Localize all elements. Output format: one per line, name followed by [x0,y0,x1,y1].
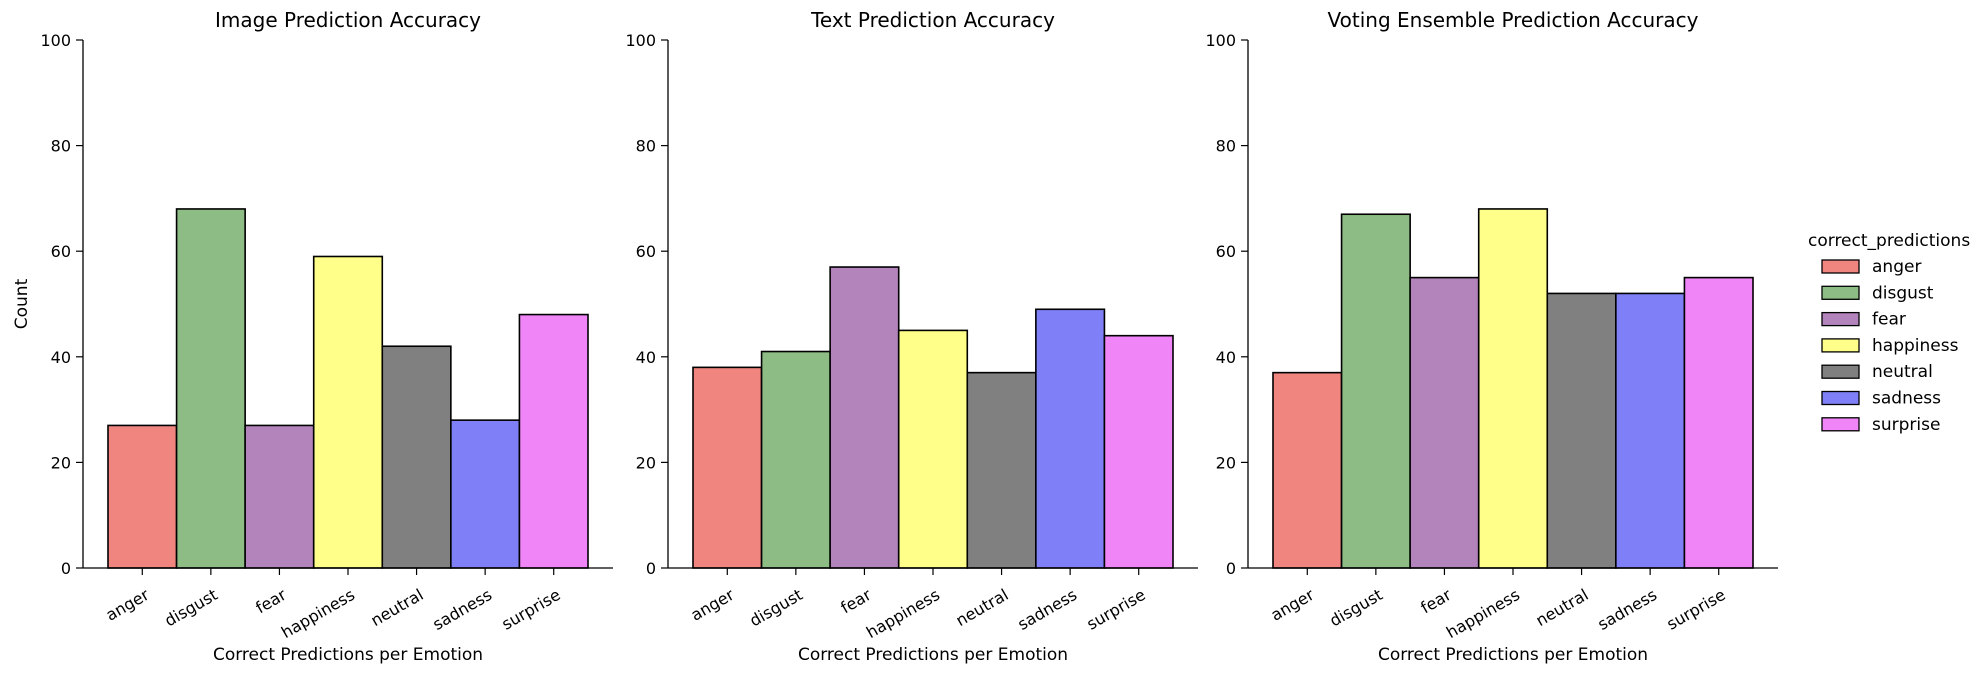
y-tick-label: 20 [51,453,71,472]
x-tick-label-disgust: disgust [161,585,221,630]
bar-surprise [1103,334,1174,569]
bar-happiness [1477,208,1549,569]
bar-surprise [1683,276,1754,569]
x-tick-label-fear: fear [252,585,289,618]
y-tick-label: 0 [61,559,71,578]
y-tick-label: 60 [51,242,71,261]
y-tick-label: 80 [51,137,71,156]
y-tick-label: 100 [1205,31,1236,50]
y-tick-label: 80 [636,137,656,156]
bar-happiness [312,255,384,569]
x-tick-label-neutral: neutral [1533,585,1592,630]
bar-fear [244,424,315,569]
y-tick-label: 80 [1216,137,1236,156]
chart-title: Voting Ensemble Prediction Accuracy [1328,8,1699,32]
x-axis-label: Correct Predictions per Emotion [1378,645,1648,665]
x-tick-label-sadness: sadness [1594,585,1660,634]
legend-label-fear: fear [1872,310,1906,330]
bar-neutral [381,345,452,569]
bar-neutral [966,371,1037,569]
legend-label-sadness: sadness [1872,389,1941,409]
bar-fear [829,266,900,569]
bar-happiness [897,329,969,569]
x-tick-label-surprise: surprise [498,585,563,634]
x-axis-label: Correct Predictions per Emotion [798,645,1068,665]
bar-disgust [1340,213,1411,569]
bar-anger [107,424,178,569]
y-tick-label: 40 [636,348,656,367]
bar-neutral [1546,292,1617,569]
legend-label-anger: anger [1872,257,1921,277]
y-tick-label: 100 [625,31,656,50]
legend-swatch-sadness [1821,390,1860,406]
y-tick-label: 100 [40,31,71,50]
x-tick-label-anger: anger [687,585,737,625]
y-tick-label: 0 [1226,559,1236,578]
legend-swatch-disgust [1821,285,1860,300]
x-tick-label-disgust: disgust [1326,585,1386,630]
x-axis-label: Correct Predictions per Emotion [213,645,483,665]
y-tick-label: 20 [636,453,656,472]
y-tick-label: 0 [646,559,656,578]
x-tick-label-fear: fear [1417,585,1454,618]
x-tick-label-anger: anger [102,585,152,625]
legend-swatch-neutral [1821,364,1860,379]
bar-anger [692,366,763,569]
bar-anger [1272,371,1343,569]
x-tick-label-neutral: neutral [368,585,427,630]
x-tick-label-happiness: happiness [1443,585,1523,642]
x-tick-label-neutral: neutral [953,585,1012,630]
legend-label-disgust: disgust [1872,283,1934,303]
y-tick-label: 60 [1216,242,1236,261]
bar-surprise [518,313,589,569]
x-tick-label-sadness: sadness [429,585,495,634]
legend-swatch-anger [1821,259,1860,274]
x-tick-label-happiness: happiness [863,585,943,642]
x-tick-label-surprise: surprise [1083,585,1148,634]
bar-sadness [450,419,521,569]
y-tick-label: 40 [51,348,71,367]
legend-swatch-fear [1821,311,1860,327]
bar-disgust [175,208,246,569]
chart-title: Image Prediction Accuracy [215,8,481,32]
bar-disgust [760,350,831,569]
legend-label-happiness: happiness [1872,336,1959,356]
y-tick-label: 20 [1216,453,1236,472]
legend-swatch-surprise [1821,417,1860,432]
bar-fear [1409,276,1480,569]
legend-label-surprise: surprise [1872,415,1940,435]
x-tick-label-happiness: happiness [278,585,358,642]
y-tick-label: 40 [1216,348,1236,367]
bar-sadness [1035,308,1106,569]
legend-swatch-happiness [1821,338,1860,353]
x-tick-label-anger: anger [1267,585,1317,625]
x-tick-label-sadness: sadness [1014,585,1080,634]
x-tick-label-fear: fear [837,585,874,618]
chart-title: Text Prediction Accuracy [810,8,1055,32]
x-tick-label-surprise: surprise [1663,585,1728,634]
y-tick-label: 60 [636,242,656,261]
y-axis-label: Count [12,278,32,329]
x-tick-label-disgust: disgust [746,585,806,630]
legend-title: correct_predictions [1808,231,1970,251]
legend-label-neutral: neutral [1872,362,1933,382]
bar-sadness [1615,292,1686,569]
